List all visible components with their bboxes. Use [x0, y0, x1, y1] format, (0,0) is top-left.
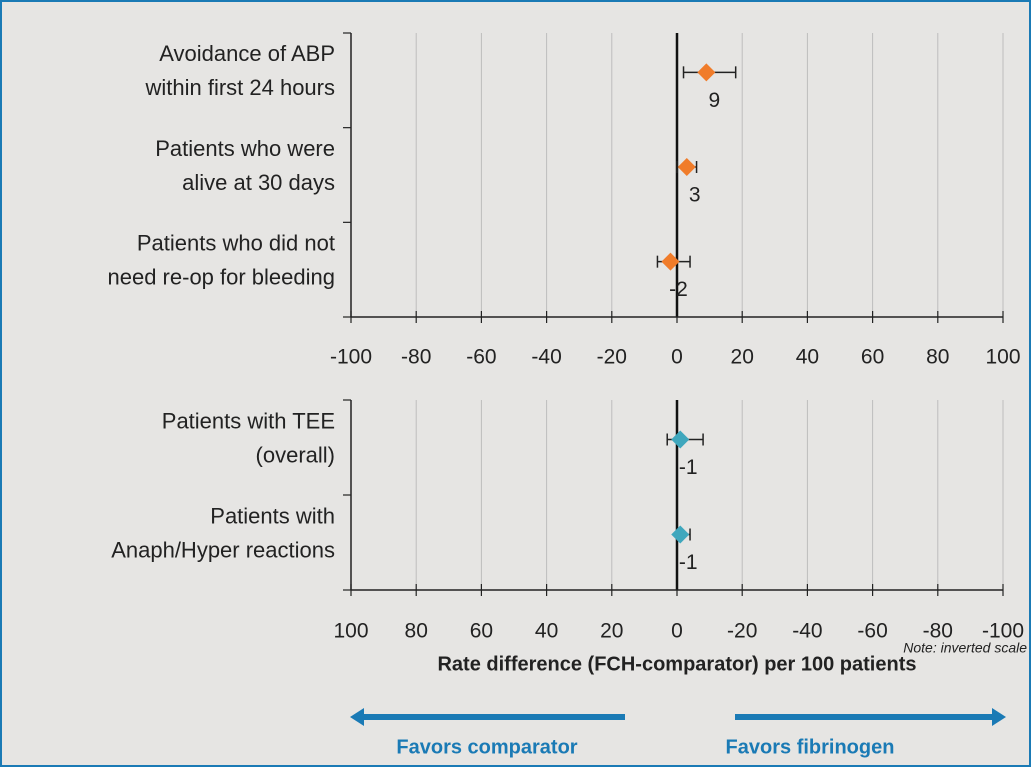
- marker: [677, 158, 696, 176]
- data-label: -2: [669, 278, 688, 301]
- arrow-left-head: [350, 708, 364, 726]
- x-tick-label: 60: [861, 346, 884, 369]
- marker: [671, 525, 690, 544]
- x-tick-label: 80: [405, 620, 428, 643]
- marker: [661, 252, 680, 271]
- x-tick-label: 100: [333, 620, 368, 643]
- data-label: -1: [679, 551, 698, 574]
- annotation: Favors fibrinogen: [726, 736, 895, 758]
- data-label: -1: [679, 456, 698, 479]
- x-tick-label: -80: [401, 346, 431, 369]
- category-label: Anaph/Hyper reactions: [111, 537, 335, 562]
- x-tick-label: 0: [671, 620, 683, 643]
- x-tick-label: -100: [330, 346, 372, 369]
- category-label: (overall): [256, 442, 335, 467]
- marker: [697, 63, 716, 82]
- category-label: Avoidance of ABP: [159, 41, 335, 66]
- note: Note: inverted scale: [903, 640, 1027, 656]
- arrow-right-head: [992, 708, 1006, 726]
- data-label: 9: [708, 89, 720, 112]
- x-tick-label: 40: [535, 620, 558, 643]
- x-tick-label: 60: [470, 620, 493, 643]
- category-label: Patients with TEE: [162, 408, 335, 433]
- category-label: need re-op for bleeding: [108, 264, 336, 289]
- x-tick-label: -60: [466, 346, 496, 369]
- x-axis-title: Rate difference (FCH-comparator) per 100…: [437, 653, 916, 675]
- category-label: Patients with: [210, 503, 335, 528]
- x-tick-label: -100: [982, 620, 1024, 643]
- x-tick-label: 0: [671, 346, 683, 369]
- category-label: within first 24 hours: [144, 75, 335, 100]
- x-tick-label: -60: [857, 620, 887, 643]
- category-label: Patients who did not: [137, 230, 335, 255]
- x-tick-label: -40: [792, 620, 822, 643]
- category-label: alive at 30 days: [182, 170, 335, 195]
- x-tick-label: -20: [727, 620, 757, 643]
- x-tick-label: 20: [731, 346, 754, 369]
- x-tick-label: 40: [796, 346, 819, 369]
- x-tick-label: -80: [923, 620, 953, 643]
- marker: [671, 430, 690, 449]
- x-tick-label: 80: [926, 346, 949, 369]
- x-tick-label: 20: [600, 620, 623, 643]
- x-tick-label: -40: [531, 346, 561, 369]
- x-tick-label: 100: [985, 346, 1020, 369]
- x-tick-label: -20: [597, 346, 627, 369]
- category-label: Patients who were: [155, 136, 335, 161]
- annotation: Favors comparator: [396, 736, 577, 758]
- data-label: 3: [689, 184, 701, 207]
